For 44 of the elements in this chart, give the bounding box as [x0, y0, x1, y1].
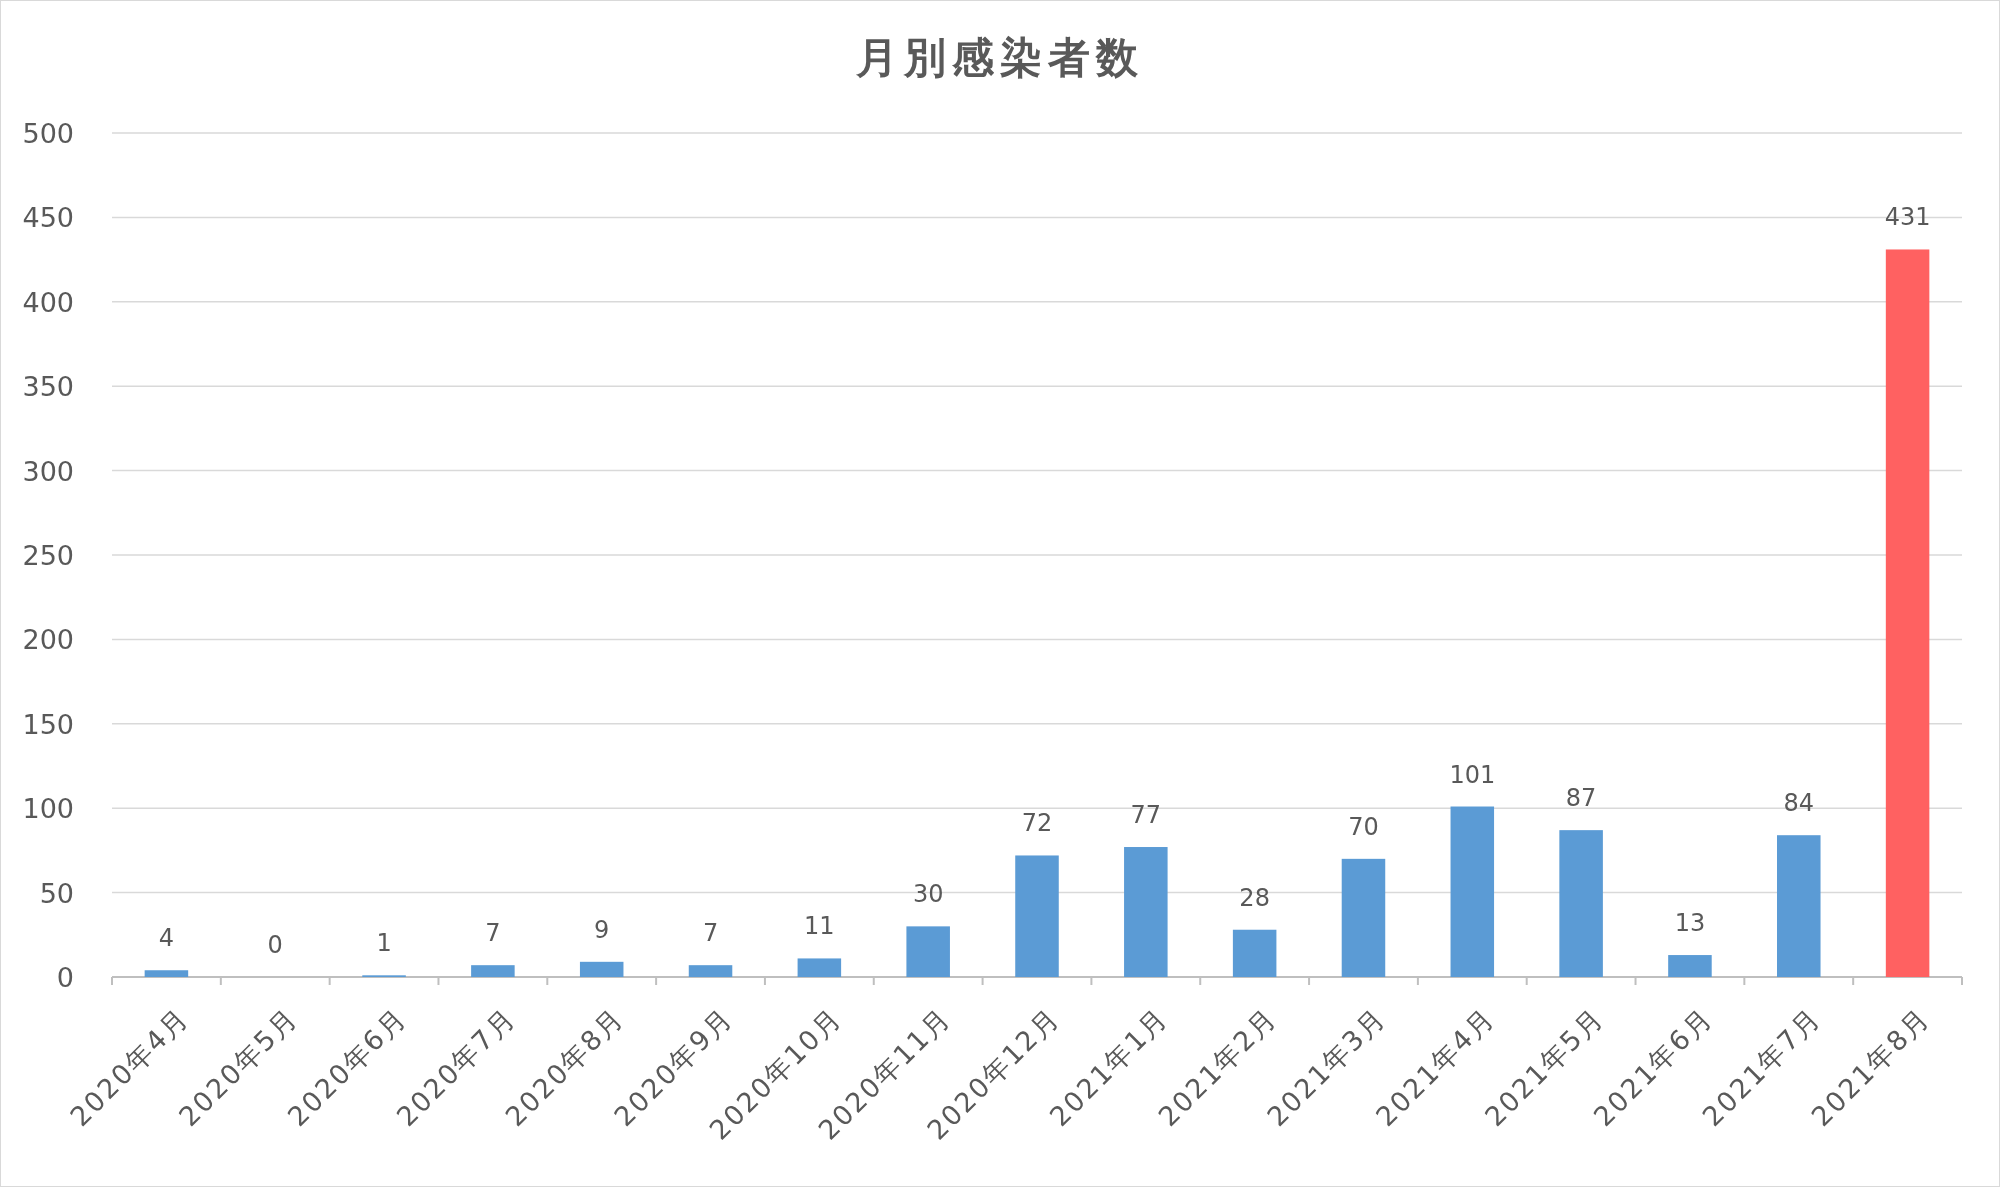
data-label: 11: [804, 912, 835, 941]
data-label: 13: [1674, 909, 1706, 938]
data-label: 77: [1130, 801, 1162, 830]
bar: [144, 970, 189, 977]
data-label: 87: [1565, 784, 1597, 813]
data-label: 9: [594, 915, 610, 944]
data-label: 70: [1348, 812, 1379, 841]
data-label: 431: [1884, 203, 1931, 232]
y-tick-label: 100: [22, 793, 74, 825]
y-tick-label: 0: [56, 962, 74, 993]
y-tick-label: 50: [39, 877, 74, 909]
bar: [1885, 249, 1930, 977]
data-label: 4: [158, 924, 175, 953]
bar: [1232, 929, 1277, 977]
y-tick-label: 350: [22, 371, 74, 403]
y-tick-label: 300: [22, 455, 74, 487]
data-label: 7: [702, 919, 719, 948]
data-label: 0: [267, 931, 283, 959]
bar: [1668, 955, 1712, 977]
bar: [579, 961, 624, 977]
data-label: 7: [485, 919, 501, 948]
bar: [1777, 835, 1821, 977]
y-tick-label: 250: [22, 540, 74, 571]
y-tick-label: 500: [22, 118, 74, 149]
bar: [471, 965, 515, 977]
bar: [1015, 855, 1059, 977]
bar: [1450, 806, 1495, 977]
data-label: 1: [376, 929, 392, 958]
y-tick-label: 450: [22, 202, 74, 234]
bar: [688, 965, 733, 977]
bar: [1341, 858, 1386, 977]
chart-title: 月別感染者数: [855, 33, 1144, 82]
bar: [1124, 847, 1168, 977]
y-tick-label: 150: [22, 708, 74, 740]
bar: [797, 958, 842, 977]
data-label: 101: [1449, 760, 1496, 789]
y-tick-label: 200: [22, 624, 74, 656]
data-label: 72: [1021, 809, 1053, 838]
y-tick-label: 400: [22, 286, 74, 318]
data-label: 30: [912, 880, 944, 909]
bar: [906, 926, 950, 977]
data-label: 28: [1239, 883, 1270, 912]
data-label: 84: [1783, 789, 1815, 818]
bar: [1559, 830, 1603, 977]
